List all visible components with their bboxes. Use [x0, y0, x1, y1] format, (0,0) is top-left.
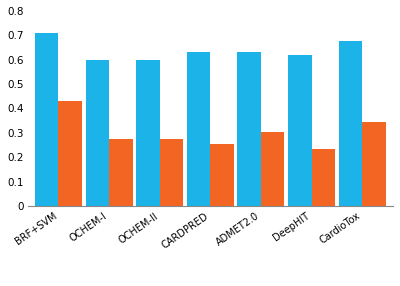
- Bar: [86, 60, 109, 206]
- Bar: [35, 33, 58, 206]
- Bar: [109, 139, 132, 206]
- Bar: [187, 52, 210, 206]
- Bar: [160, 139, 183, 206]
- Bar: [58, 101, 82, 206]
- Bar: [261, 132, 284, 206]
- Bar: [339, 41, 362, 206]
- Bar: [312, 149, 335, 206]
- Bar: [288, 55, 312, 206]
- Bar: [238, 52, 261, 206]
- Bar: [136, 60, 160, 206]
- Bar: [362, 122, 386, 206]
- Bar: [210, 144, 234, 206]
